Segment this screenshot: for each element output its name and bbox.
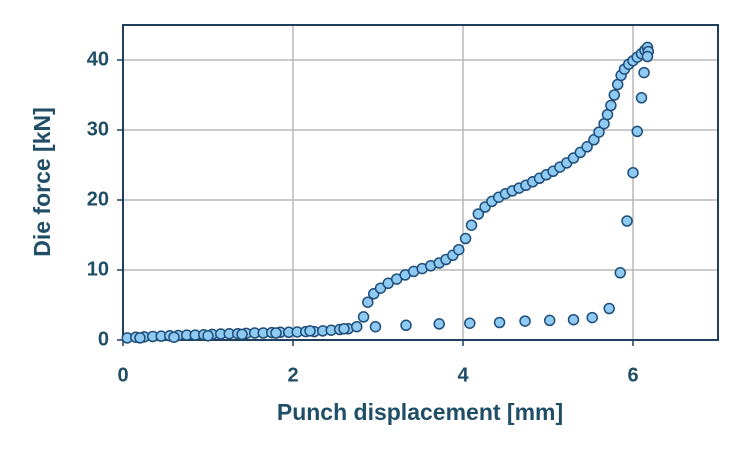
data-point [202, 330, 214, 342]
data-point [465, 219, 478, 231]
data-point [270, 327, 282, 339]
data-point [586, 311, 598, 324]
x-tick-label: 4 [457, 364, 469, 386]
data-point [362, 296, 374, 308]
data-point [635, 92, 648, 104]
data-point [519, 315, 531, 327]
data-point [304, 325, 316, 337]
y-axis-title: Die force [kN] [29, 107, 55, 257]
y-tick-label: 10 [87, 258, 109, 280]
plot-frame [122, 24, 719, 341]
data-point [433, 318, 445, 330]
data-point [593, 126, 605, 138]
data-point [588, 134, 600, 146]
data-point [453, 243, 465, 256]
data-point [608, 89, 621, 101]
data-point [464, 317, 476, 329]
data-point [459, 232, 472, 245]
y-tick-label: 40 [87, 48, 109, 70]
data-point [338, 323, 350, 335]
data-point [641, 50, 654, 63]
data-point [168, 331, 180, 343]
data-point [400, 319, 412, 332]
x-tick-label: 6 [627, 364, 638, 386]
y-tick-label: 30 [87, 118, 109, 140]
data-point [567, 313, 580, 326]
data-point [134, 332, 146, 344]
y-tick-label: 20 [87, 188, 109, 210]
data-point [357, 311, 370, 323]
data-point [581, 141, 593, 153]
data-point [472, 208, 485, 220]
data-point [369, 320, 382, 333]
data-point [631, 125, 643, 138]
y-tick-label: 0 [98, 328, 109, 350]
data-point [603, 302, 615, 315]
data-point [605, 99, 617, 112]
data-point [614, 267, 626, 279]
data-point [638, 66, 650, 79]
data-point [543, 314, 556, 327]
data-point [621, 215, 633, 227]
x-tick-label: 2 [287, 364, 298, 386]
x-axis-title: Punch displacement [mm] [277, 399, 563, 425]
data-point [493, 316, 506, 329]
data-point [627, 166, 639, 179]
data-point [236, 328, 248, 341]
data-point [351, 320, 363, 333]
x-tick-label: 0 [117, 364, 128, 386]
